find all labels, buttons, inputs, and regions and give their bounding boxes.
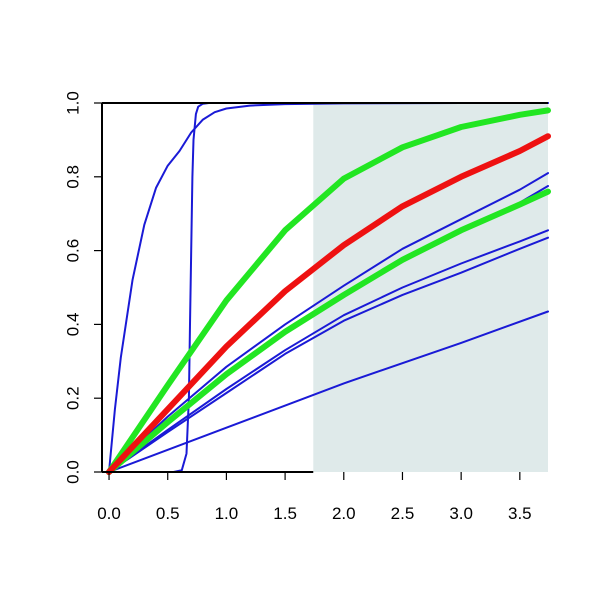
series-line-blue-3 [108,310,549,473]
x-tick-label-1: 0.5 [156,504,180,523]
x-tick-label-0: 0.0 [97,504,121,523]
y-tick-label-1: 0.2 [64,386,83,410]
series-line-red-10 [106,133,551,475]
series-layer [106,102,551,475]
y-tick-label-5: 1.0 [64,91,83,115]
shaded-region [313,103,548,472]
x-tick-label-6: 3.0 [449,504,473,523]
y-tick-label-3: 0.6 [64,239,83,263]
axes-layer: 0.0 0.2 0.4 0.6 0.8 1.0 0.0 0.5 1.0 1.5 2.0 2.5 3.0 3… [64,91,548,523]
y-tick-label-4: 0.8 [64,165,83,189]
x-tick-label-7: 3.5 [508,504,532,523]
x-tick-label-5: 2.5 [391,504,415,523]
series-line-green-9 [106,107,551,475]
x-tick-label-4: 2.0 [332,504,356,523]
y-tick-label-2: 0.4 [64,313,83,337]
series-line-blue-4 [108,236,549,473]
shaded-region-layer [313,103,548,472]
y-tick-label-0: 0.0 [64,460,83,484]
series-line-blue-5 [108,229,549,473]
x-tick-label-3: 1.5 [273,504,297,523]
x-tick-label-2: 1.0 [215,504,239,523]
series-line-blue-7 [108,172,549,473]
series-line-green-8 [106,188,551,475]
